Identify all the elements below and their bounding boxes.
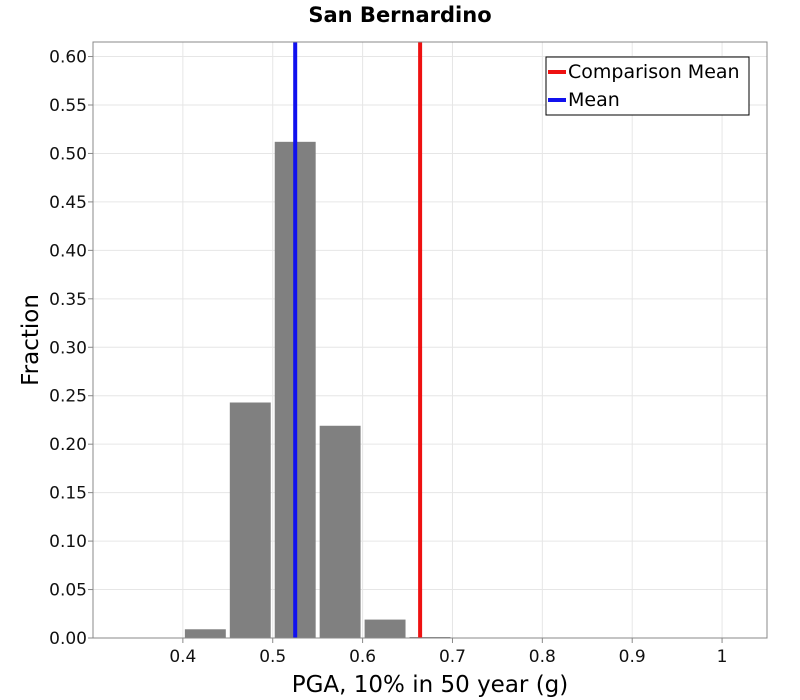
histogram-bar [184,629,226,638]
y-tick-label: 0.00 [49,629,87,649]
plot-border [92,41,768,639]
x-tick-label: 0.5 [259,647,286,667]
y-tick-label: 0.25 [49,387,87,407]
x-tick-label: 1 [717,647,728,667]
x-tick-label: 0.7 [439,647,466,667]
y-axis-ticks: 0.00 0.05 0.10 0.15 0.20 0.25 0.30 0.35 0.40 0.45… [49,48,93,649]
y-tick-label: 0.30 [49,338,87,358]
histogram-bar [229,402,271,638]
y-tick-label: 0.55 [49,96,87,116]
x-tick-label: 0.8 [529,647,556,667]
legend-label-comparison-mean: Comparison Mean [568,61,740,83]
x-axis-ticks: 0.4 0.5 0.6 0.7 0.8 0.9 1 [169,638,727,667]
mean-lines [293,42,423,638]
x-axis-title: PGA, 10% in 50 year (g) [292,672,569,698]
legend: Comparison Mean Mean [545,56,750,116]
y-tick-label: 0.40 [49,241,87,261]
y-tick-label: 0.45 [49,193,87,213]
chart-title: San Bernardino [308,3,491,27]
y-tick-label: 0.20 [49,435,87,455]
histogram-bar [364,619,406,638]
y-tick-label: 0.50 [49,144,87,164]
y-tick-label: 0.60 [49,48,87,68]
x-tick-label: 0.9 [619,647,646,667]
y-tick-label: 0.15 [49,484,87,504]
y-axis-title: Fraction [18,294,44,386]
legend-label-mean: Mean [568,89,620,111]
plot-area [93,42,767,638]
x-tick-label: 0.4 [169,647,196,667]
legend-box [545,56,750,116]
x-tick-label: 0.6 [349,647,376,667]
y-tick-label: 0.10 [49,532,87,552]
y-tick-label: 0.05 [49,581,87,601]
histogram-bar [319,425,361,638]
y-tick-label: 0.35 [49,290,87,310]
